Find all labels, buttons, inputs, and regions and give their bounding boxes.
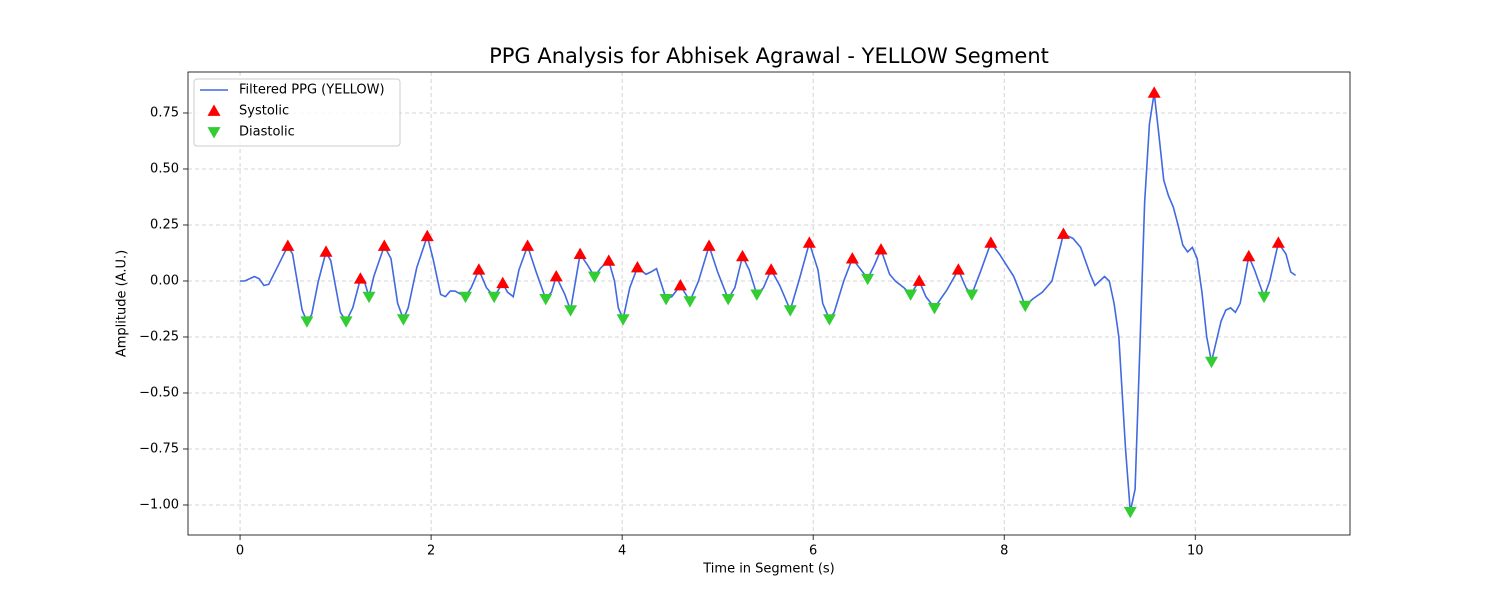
legend-swatch (207, 104, 221, 116)
legend: Filtered PPG (YELLOW) Systolic Diastolic (193, 78, 401, 147)
marker (319, 245, 333, 257)
y-tick-label: −0.25 (139, 329, 179, 344)
x-tick-label: 10 (1187, 544, 1204, 559)
marker (927, 302, 941, 315)
marker (802, 236, 816, 248)
marker (353, 272, 367, 284)
y-axis-label: Amplitude (A.U.) (115, 250, 130, 357)
marker (630, 261, 644, 273)
marker (904, 289, 918, 301)
y-tick-label: 0.25 (150, 217, 179, 232)
marker (764, 263, 778, 275)
marker (1147, 86, 1161, 98)
marker (602, 254, 616, 266)
legend-swatch (207, 127, 221, 139)
marker (396, 314, 410, 326)
y-tick-label: −0.50 (139, 385, 179, 400)
marker (1271, 236, 1285, 248)
marker (496, 276, 510, 289)
marker (472, 263, 486, 275)
marker (721, 294, 735, 306)
marker (281, 239, 295, 251)
legend-box (193, 78, 401, 147)
marker (951, 263, 965, 275)
marker (564, 305, 578, 317)
legend-label: Filtered PPG (YELLOW) (239, 83, 385, 98)
marker (300, 316, 314, 328)
marker (458, 291, 472, 304)
data-line (240, 92, 1297, 512)
marker (735, 249, 749, 262)
marker (1204, 356, 1218, 369)
marker (659, 294, 673, 306)
marker (377, 239, 391, 251)
x-tick-label: 4 (618, 544, 626, 559)
marker (362, 291, 376, 304)
marker (984, 236, 998, 248)
marker (702, 239, 716, 251)
marker (549, 270, 563, 282)
marker (616, 314, 630, 326)
marker (339, 316, 353, 328)
marker (1056, 227, 1070, 239)
y-tick-label: 0.50 (150, 161, 179, 176)
legend-label: Systolic (239, 104, 289, 119)
marker (1018, 300, 1032, 313)
marker (783, 305, 797, 317)
marker (1123, 506, 1137, 519)
marker (750, 289, 764, 301)
x-tick-label: 6 (809, 544, 817, 559)
marker (965, 289, 979, 301)
marker (1257, 291, 1271, 304)
marker (822, 314, 836, 326)
x-tick-label: 8 (1000, 544, 1008, 559)
y-tick-label: 0.00 (150, 273, 179, 288)
marker (420, 229, 434, 242)
marker (1242, 249, 1256, 262)
chart-title: PPG Analysis for Abhisek Agrawal - YELLO… (489, 44, 1049, 68)
marker (587, 271, 601, 284)
x-axis-label: Time in Segment (s) (702, 562, 834, 577)
legend-label: Diastolic (239, 125, 295, 140)
x-tick-label: 0 (236, 544, 244, 559)
marker (845, 252, 859, 264)
marker (861, 273, 875, 286)
marker (874, 243, 888, 255)
y-tick-label: 0.75 (150, 105, 179, 120)
y-tick-label: −1.00 (139, 497, 179, 512)
y-tick-label: −0.75 (139, 441, 179, 456)
marker (487, 291, 501, 304)
marker (683, 296, 697, 308)
marker (673, 278, 687, 291)
marker (573, 247, 587, 259)
marker (539, 294, 553, 306)
marker (521, 239, 535, 251)
x-tick-label: 2 (427, 544, 435, 559)
plot-frame (187, 71, 1351, 536)
marker (912, 274, 926, 286)
